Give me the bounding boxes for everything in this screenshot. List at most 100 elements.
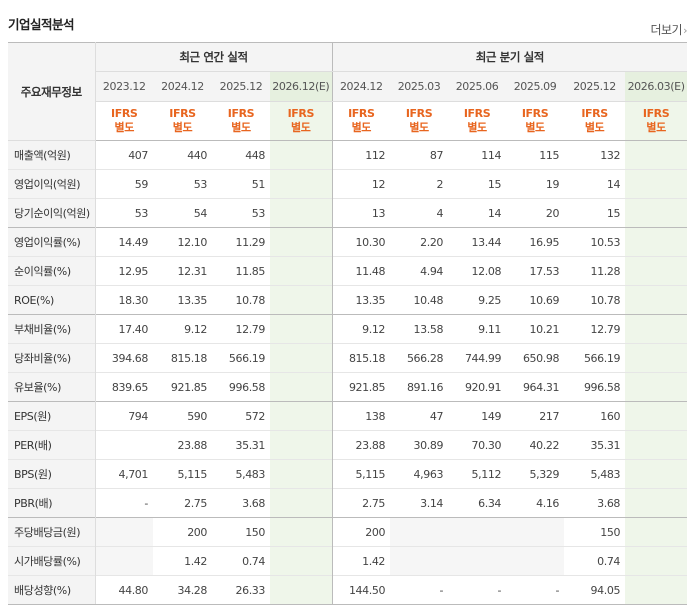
value-cell: 14.49: [95, 227, 153, 257]
value-cell: 54: [153, 198, 212, 228]
value-cell: 815.18: [153, 343, 212, 373]
value-cell: 144.50: [332, 575, 391, 605]
value-cell: 394.68: [95, 343, 153, 373]
table-row: PBR(배) -2.75 3.68 2.75 3.14 6.34 4.16 3.68: [8, 488, 688, 518]
value-cell: [448, 546, 507, 576]
value-cell: [625, 198, 688, 228]
chevron-right-icon[interactable]: ›: [683, 24, 687, 37]
value-cell: 440: [153, 140, 212, 170]
value-cell: 115: [506, 140, 565, 170]
separate-text: 별도: [172, 121, 193, 134]
value-cell: 23.88: [332, 430, 391, 460]
section-title: 기업실적분석: [8, 17, 75, 32]
table-row: 영업이익률(%) 14.49 12.10 11.29 10.30 2.20 13.44 16.…: [8, 227, 688, 257]
separate-text: 별도: [351, 121, 372, 134]
value-cell: 17.53: [506, 256, 565, 286]
value-cell: [270, 314, 333, 344]
value-cell: 920.91: [448, 372, 507, 402]
table-row: 유보율(%) 839.65 921.85 996.58 921.85 891.16 920.…: [8, 372, 688, 402]
value-cell: 40.22: [506, 430, 565, 460]
separate-text: 별도: [646, 121, 666, 134]
value-cell: 2: [390, 169, 449, 199]
more-link-label[interactable]: 더보기: [650, 23, 683, 37]
accounting-standard-label: IFRS 별도: [153, 101, 212, 141]
value-cell: [625, 575, 688, 605]
row-label: 매출액(억원): [8, 140, 96, 170]
table-row: 시가배당률(%) 1.42 0.74 1.42 0.74: [8, 546, 688, 576]
value-cell: [625, 314, 688, 344]
value-cell: 12.10: [153, 227, 212, 257]
table-row: 당좌비율(%) 394.68 815.18 566.19 815.18 566.28 744…: [8, 343, 688, 373]
value-cell: 13: [332, 198, 391, 228]
value-cell: [625, 256, 688, 286]
accounting-standard-label: IFRS 별도: [212, 101, 270, 141]
separate-text: 별도: [291, 121, 311, 134]
value-cell: [270, 256, 333, 286]
value-cell: 19: [506, 169, 565, 199]
value-cell: 590: [153, 401, 212, 431]
value-cell: [95, 430, 153, 460]
value-cell: [270, 140, 333, 170]
value-cell: 44.80: [95, 575, 153, 605]
value-cell: 4,963: [390, 459, 449, 489]
value-cell: [625, 169, 688, 199]
value-cell: 17.40: [95, 314, 153, 344]
separate-text: 별도: [584, 121, 605, 134]
value-cell: [506, 546, 565, 576]
table-row: 영업이익(억원) 59 53 51 12 2 15 19 14: [8, 169, 688, 199]
value-cell: 9.12: [332, 314, 391, 344]
value-cell: 794: [95, 401, 153, 431]
accounting-standard-label: IFRS 별도: [448, 101, 507, 141]
value-cell: 10.30: [332, 227, 391, 257]
accounting-standard-label: IFRS 별도: [506, 101, 565, 141]
period-header: 2025.12: [564, 71, 626, 102]
value-cell: 53: [212, 198, 270, 228]
period-header: 2025.03: [390, 71, 449, 102]
row-label: 시가배당률(%): [8, 546, 96, 576]
value-cell: 4.16: [506, 488, 565, 518]
value-cell: 200: [153, 517, 212, 547]
separate-text: 별도: [409, 121, 429, 134]
value-cell: 839.65: [95, 372, 153, 402]
value-cell: 70.30: [448, 430, 507, 460]
value-cell: 6.34: [448, 488, 507, 518]
value-cell: 5,483: [564, 459, 626, 489]
accounting-standard-label: IFRS 별도: [332, 101, 391, 141]
separate-text: 별도: [467, 121, 487, 134]
value-cell: [448, 517, 507, 547]
value-cell: 51: [212, 169, 270, 199]
period-header: 2024.12: [332, 71, 391, 102]
value-cell: 10.48: [390, 285, 449, 315]
value-cell: 35.31: [212, 430, 270, 460]
value-cell: 20: [506, 198, 565, 228]
ifrs-text: IFRS: [227, 107, 255, 120]
value-cell: 217: [506, 401, 565, 431]
row-label: ROE(%): [8, 285, 96, 315]
value-cell: 10.53: [564, 227, 626, 257]
value-cell: 149: [448, 401, 507, 431]
row-label: 유보율(%): [8, 372, 96, 402]
value-cell: [270, 575, 333, 605]
value-cell: [625, 459, 688, 489]
value-cell: 2.75: [153, 488, 212, 518]
value-cell: 891.16: [390, 372, 449, 402]
table-row: BPS(원) 4,701 5,115 5,483 5,115 4,963 5,112 5,32…: [8, 459, 688, 489]
ifrs-text: IFRS: [287, 107, 315, 120]
row-header-label: 주요재무정보: [8, 42, 96, 141]
value-cell: 0.74: [212, 546, 270, 576]
value-cell: 11.48: [332, 256, 391, 286]
value-cell: 650.98: [506, 343, 565, 373]
value-cell: 815.18: [332, 343, 391, 373]
value-cell: 11.29: [212, 227, 270, 257]
separate-text: 별도: [114, 121, 135, 134]
value-cell: 10.78: [212, 285, 270, 315]
period-header: 2025.09: [506, 71, 565, 102]
value-cell: [270, 459, 333, 489]
row-label: 부채비율(%): [8, 314, 96, 344]
value-cell: 5,115: [332, 459, 391, 489]
value-cell: [270, 198, 333, 228]
value-cell: [270, 169, 333, 199]
more-link[interactable]: 더보기›: [650, 21, 687, 38]
table-row: 당기순이익(억원) 53 54 53 13 4 14 20 15: [8, 198, 688, 228]
value-cell: 59: [95, 169, 153, 199]
